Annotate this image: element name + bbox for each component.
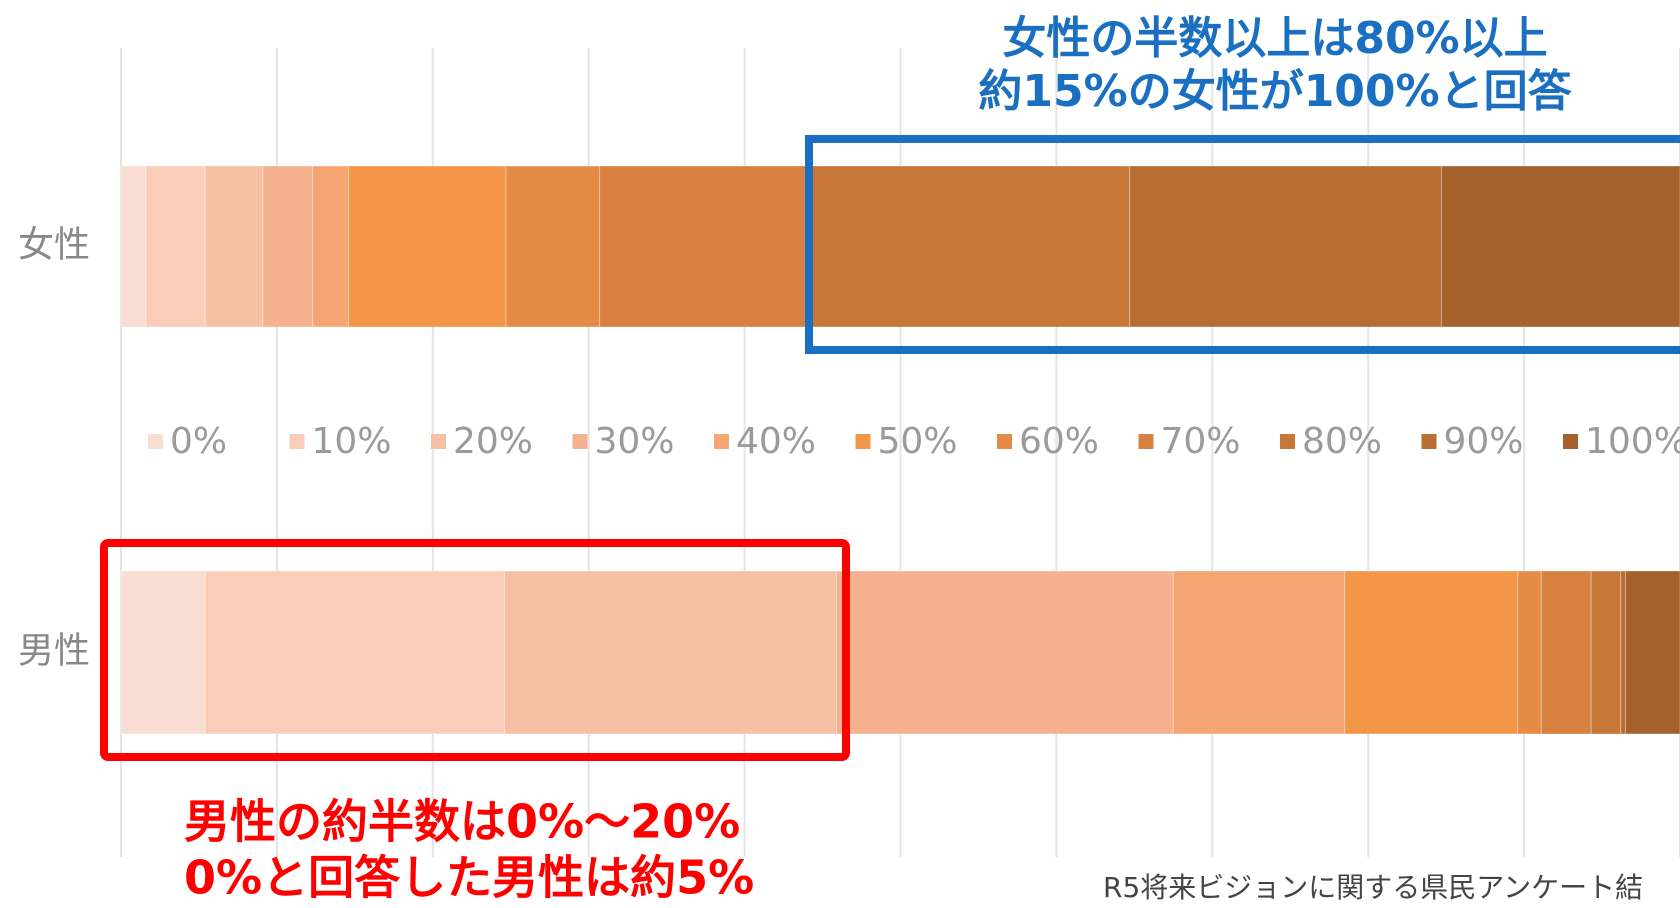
bar-segment: [599, 165, 811, 328]
legend-label: 90%: [1444, 421, 1524, 462]
bar-segment: [1440, 165, 1680, 328]
annotation: 0%と回答した男性は約5%: [184, 851, 754, 905]
legend-label: 10%: [312, 421, 392, 462]
bar-segment: [204, 570, 506, 735]
legend-swatch: [1138, 434, 1154, 449]
legend-label: 60%: [1019, 421, 1099, 462]
legend-label: 100%: [1585, 421, 1680, 462]
bar-segment: [809, 165, 1131, 328]
bar-segment: [1344, 570, 1519, 735]
bar-segment: [1129, 165, 1442, 328]
bar-segment: [505, 165, 601, 328]
bar-segment: [504, 570, 838, 735]
legend-swatch: [714, 434, 729, 449]
legend-swatch: [148, 434, 163, 449]
legend-label: 20%: [453, 421, 533, 462]
legend-label: 50%: [878, 421, 958, 462]
legend-swatch: [431, 434, 446, 449]
bar-segment: [1172, 570, 1346, 735]
legend-label: 0%: [170, 421, 227, 462]
highlight-box-male: [100, 539, 850, 761]
bar-segment: [1620, 570, 1626, 735]
bar-segment: [1540, 570, 1592, 735]
bars: [120, 165, 1680, 735]
bar-segment: [120, 570, 206, 735]
bar-segment: [145, 165, 206, 328]
bar-segment: [1624, 570, 1680, 735]
legend-label: 70%: [1161, 421, 1241, 462]
legend-swatch: [855, 434, 871, 449]
legend-swatch: [572, 434, 588, 449]
legend-swatch: [1421, 434, 1437, 449]
bar-segment: [262, 165, 314, 328]
bar-segment: [204, 165, 264, 328]
annotation: 女性の半数以上は80%以上: [1002, 13, 1547, 64]
legend-swatch: [1280, 434, 1295, 449]
legend-swatch: [997, 434, 1012, 449]
bar-segment: [1590, 570, 1622, 735]
bar-segment: [120, 165, 147, 328]
legend-label: 40%: [736, 421, 816, 462]
bar-segment: [1517, 570, 1542, 735]
legend-label: 30%: [595, 421, 675, 462]
bar-segment: [836, 570, 1174, 735]
source-note: R5将来ビジョンに関する県民アンケート結: [1103, 871, 1643, 904]
legend-swatch: [1563, 434, 1578, 449]
legend-swatch: [289, 434, 305, 449]
y-tick-label: 女性: [18, 225, 90, 266]
annotation: 男性の約半数は0%～20%: [184, 795, 740, 849]
y-tick-label: 男性: [18, 631, 90, 672]
bar-segment: [312, 165, 350, 328]
bar-segment: [348, 165, 507, 328]
annotation: 約15%の女性が100%と回答: [978, 66, 1572, 117]
highlight-box-female: [805, 135, 1680, 354]
legend-label: 80%: [1302, 421, 1382, 462]
